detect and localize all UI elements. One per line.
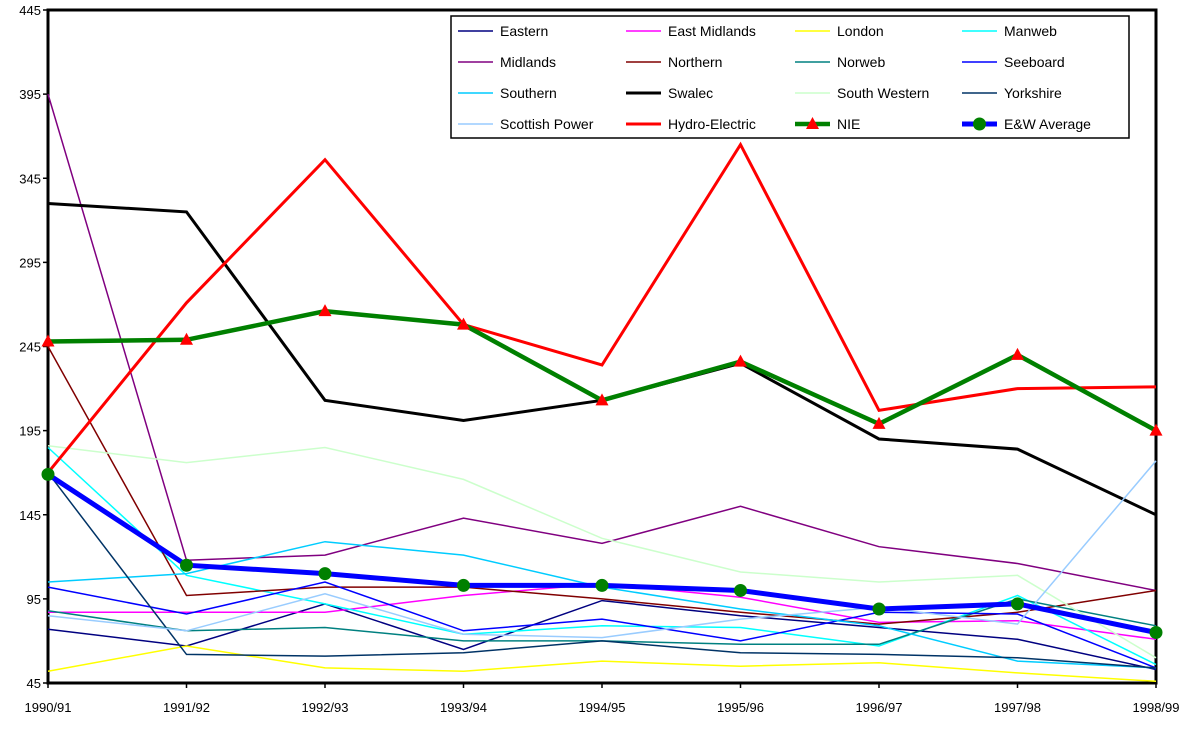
legend-label: Yorkshire	[1004, 85, 1062, 101]
data-point	[457, 317, 470, 330]
data-point	[1011, 347, 1024, 360]
x-tick-label: 1994/95	[579, 700, 626, 715]
legend-label: Eastern	[500, 23, 548, 39]
series-nie	[41, 304, 1163, 436]
y-tick-label: 245	[19, 340, 41, 355]
legend-label: Seeboard	[1004, 54, 1065, 70]
data-point	[180, 332, 193, 345]
y-tick-label: 95	[27, 592, 41, 607]
legend-item-hydro-electric: Hydro-Electric	[626, 116, 756, 132]
x-tick-label: 1990/91	[25, 700, 72, 715]
legend-label: Manweb	[1004, 23, 1057, 39]
series-layer	[41, 93, 1163, 683]
legend-label: Hydro-Electric	[668, 116, 756, 132]
series-south-western	[47, 445, 1157, 659]
legend-label: Northern	[668, 54, 722, 70]
y-tick-label: 195	[19, 424, 41, 439]
data-point	[41, 334, 55, 347]
series-london	[47, 645, 1157, 683]
series-line	[47, 93, 1157, 592]
legend-label: London	[837, 23, 884, 39]
x-tick-label: 1993/94	[440, 700, 487, 715]
legend-item-swalec: Swalec	[626, 85, 713, 101]
data-point	[734, 354, 747, 367]
data-point	[1011, 597, 1024, 611]
legend-item-southern: Southern	[458, 85, 557, 101]
legend-item-midlands: Midlands	[458, 54, 556, 70]
x-tick-label: 1992/93	[302, 700, 349, 715]
x-tick-label: 1996/97	[856, 700, 903, 715]
legend-item-manweb: Manweb	[962, 23, 1057, 39]
y-tick-label: 445	[19, 3, 41, 18]
data-point	[595, 393, 609, 406]
x-tick-label: 1991/92	[163, 700, 210, 715]
y-tick-label: 45	[27, 676, 41, 691]
series-midlands	[47, 93, 1157, 592]
series-line	[47, 472, 1157, 669]
y-tick-label: 395	[19, 87, 41, 102]
legend-marker	[806, 117, 819, 129]
legend-item-norweb: Norweb	[795, 54, 885, 70]
legend-item-scottish-power: Scottish Power	[458, 116, 594, 132]
legend-item-eastern: Eastern	[458, 23, 548, 39]
legend-label: Scottish Power	[500, 116, 594, 132]
data-point	[457, 578, 470, 592]
legend-label: Swalec	[668, 85, 713, 101]
legend-label: South Western	[837, 85, 929, 101]
series-seeboard	[47, 581, 1157, 669]
data-point	[1149, 423, 1163, 436]
legend-item-northern: Northern	[626, 54, 722, 70]
x-tick-label: 1997/98	[994, 700, 1041, 715]
legend-item-eandw-average: E&W Average	[962, 116, 1091, 132]
y-tick-label: 295	[19, 255, 41, 270]
legend-item-south-western: South Western	[795, 85, 929, 101]
legend-item-east-midlands: East Midlands	[626, 23, 756, 39]
data-point	[595, 578, 609, 592]
series-line	[47, 581, 1157, 669]
x-tick-label: 1995/96	[717, 700, 764, 715]
series-eandw-average	[41, 467, 1163, 640]
legend-label: NIE	[837, 116, 860, 132]
data-point	[41, 467, 55, 481]
data-point	[872, 416, 886, 429]
series-line	[47, 346, 1157, 625]
x-axis: 1990/91 1991/92 1992/93 1993/94 1994/95 1995/…	[25, 683, 1180, 715]
y-tick-label: 345	[19, 171, 41, 186]
series-line	[47, 599, 1157, 671]
legend-label: Midlands	[500, 54, 556, 70]
x-tick-label: 1998/99	[1133, 700, 1180, 715]
data-point	[1149, 626, 1163, 640]
data-point	[180, 558, 193, 572]
legend-item-yorkshire: Yorkshire	[962, 85, 1062, 101]
legend-label: Norweb	[837, 54, 885, 70]
legend-marker	[973, 117, 986, 131]
series-line	[47, 645, 1157, 683]
legend-item-london: London	[795, 23, 884, 39]
legend-label: Southern	[500, 85, 557, 101]
y-axis: 45 95 145 195 245 295 345 395 445	[19, 3, 48, 691]
data-point	[318, 567, 332, 581]
data-point	[734, 583, 747, 597]
legend: Eastern East Midlands London Manweb Midlands…	[450, 15, 1130, 139]
series-line	[47, 460, 1157, 639]
data-point	[872, 602, 886, 616]
legend-item-nie: NIE	[795, 116, 860, 132]
legend-label: E&W Average	[1004, 116, 1091, 132]
legend-label: East Midlands	[668, 23, 756, 39]
data-point	[318, 304, 332, 317]
y-tick-label: 145	[19, 508, 41, 523]
legend-item-seeboard: Seeboard	[962, 54, 1065, 70]
legend-box	[450, 15, 1130, 139]
